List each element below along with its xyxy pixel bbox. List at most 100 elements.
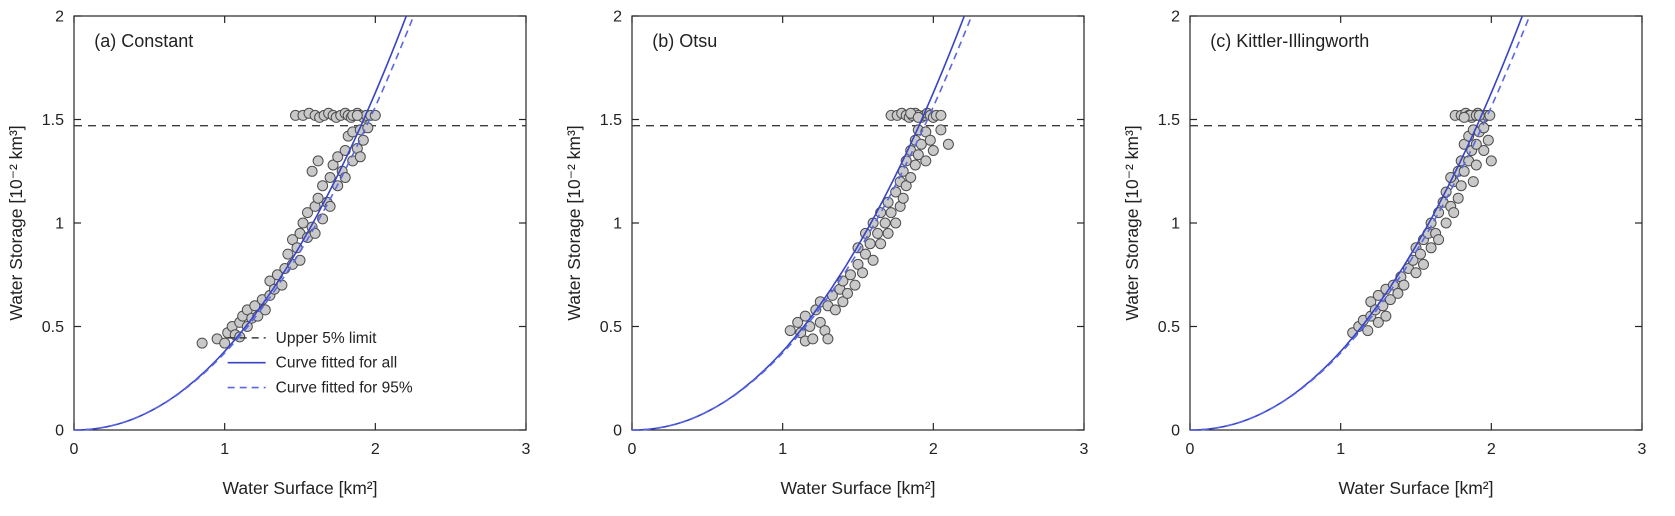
panel-a: 0 1 2 3 0 0.5 1 1.5 2 (a) Constant Water Surface [… (0, 0, 558, 516)
x-axis-label: Water Surface [km²] (223, 478, 378, 498)
scatter-point (317, 180, 329, 192)
scatter-point (864, 238, 876, 250)
panel-c: 0 1 2 3 0 0.5 1 1.5 2 (c) Kittler-Illingworth Wate… (1116, 0, 1674, 516)
y-tick-label: 1 (613, 216, 622, 233)
y-tick-label: 2 (613, 9, 622, 26)
axes-box (631, 15, 1085, 431)
panel-title: (a) Constant (94, 31, 193, 51)
scatter-point (822, 333, 834, 345)
x-tick-label: 2 (371, 441, 380, 458)
x-tick-label: 1 (1336, 441, 1345, 458)
scatter-point (882, 196, 894, 208)
scatter-point (875, 238, 887, 250)
scatter-point (282, 248, 294, 260)
scatter-point (1470, 159, 1482, 171)
y-tick-label: 0 (613, 423, 622, 440)
scatter-point (351, 109, 363, 121)
scatter-point (890, 217, 902, 229)
scatter-point (1380, 310, 1392, 322)
curve-fitted-all (74, 15, 408, 431)
scatter-point (872, 227, 884, 239)
x-tick-label: 2 (1487, 441, 1496, 458)
x-tick-label: 0 (70, 441, 79, 458)
scatter-point (1392, 287, 1404, 299)
chart-panel-c: 0 1 2 3 0 0.5 1 1.5 2 (c) Kittler-Illingworth Wate… (1122, 9, 1647, 499)
scatter-point (879, 217, 891, 229)
scatter-point (1482, 134, 1494, 146)
scatter-point (297, 217, 309, 229)
scatter-point (860, 248, 871, 260)
scatter-point (842, 287, 853, 299)
y-tick-label: 0 (1171, 423, 1180, 440)
scatter-point (905, 172, 917, 183)
scatter-point (324, 172, 336, 183)
scatter-point (1433, 234, 1445, 246)
scatter-point (849, 279, 861, 291)
scatter-point (1455, 180, 1467, 192)
scatter-point (885, 207, 897, 219)
scatter-point (1467, 176, 1479, 188)
x-tick-label: 3 (1080, 441, 1089, 458)
curve-fitted-all (632, 15, 966, 431)
scatter-point (784, 325, 796, 337)
scatter-point (935, 124, 947, 136)
scatter-point (287, 234, 298, 246)
scatter-point (1365, 296, 1377, 308)
scatter-point (1372, 316, 1384, 328)
x-tick-label: 0 (628, 441, 637, 458)
y-tick-label: 0.5 (1158, 319, 1180, 336)
y-axis-label: Water Storage [10⁻² km³] (1122, 125, 1142, 320)
curve-fitted-95 (1190, 15, 1531, 431)
scatter-point (927, 145, 939, 156)
x-tick-label: 0 (1186, 441, 1195, 458)
scatter-point (324, 200, 336, 212)
scatter-point (1458, 111, 1470, 123)
scatter-point (920, 126, 932, 138)
y-tick-label: 2 (55, 9, 64, 26)
scatter-point (1372, 289, 1384, 301)
y-tick-label: 1.5 (1158, 112, 1180, 129)
chart-panel-b: 0 1 2 3 0 0.5 1 1.5 2 (b) Otsu Water Surface [km²]… (564, 9, 1089, 499)
scatter-point (882, 227, 894, 239)
scatter-point (302, 207, 313, 219)
y-tick-label: 0 (55, 423, 64, 440)
y-axis-label: Water Storage [10⁻² km³] (564, 125, 584, 320)
scatter-point (837, 296, 849, 308)
scatter-point (799, 310, 811, 322)
scatter-point (312, 155, 324, 167)
scatter-point (829, 304, 841, 316)
scatter-point (924, 134, 936, 146)
scatter-point (264, 275, 276, 287)
scatter-point (354, 151, 366, 163)
scatter-point (920, 155, 932, 167)
scatter-point (332, 151, 344, 163)
y-tick-label: 1 (1171, 216, 1180, 233)
scatter-point (1448, 207, 1460, 219)
scatter-point (1415, 248, 1426, 260)
scatter-point (196, 337, 208, 349)
scatter-point (1384, 294, 1396, 306)
scatter-point (309, 227, 321, 239)
panel-title: (c) Kittler-Illingworth (1210, 31, 1369, 51)
legend-label-3: Curve fitted for 95% (276, 380, 413, 397)
panel-b: 0 1 2 3 0 0.5 1 1.5 2 (b) Otsu Water Surface [km²]… (558, 0, 1116, 516)
x-tick-label: 3 (522, 441, 531, 458)
legend-label-2: Curve fitted for all (276, 355, 397, 372)
panel-title: (b) Otsu (652, 31, 717, 51)
y-tick-label: 0.5 (600, 319, 622, 336)
scatter-point (1398, 279, 1410, 291)
scatter-point (857, 267, 868, 279)
x-tick-label: 2 (929, 441, 938, 458)
y-tick-label: 1.5 (42, 112, 64, 129)
scatter-point (814, 316, 826, 328)
scatter-point (1458, 165, 1470, 177)
scatter-point (867, 254, 879, 266)
scatter-point (312, 192, 324, 204)
scatter-point (1478, 145, 1490, 156)
scatter-point (1452, 192, 1464, 204)
scatter-point (942, 138, 954, 150)
curve-fitted-95 (74, 15, 415, 431)
x-tick-label: 3 (1638, 441, 1647, 458)
y-tick-label: 1 (55, 216, 64, 233)
